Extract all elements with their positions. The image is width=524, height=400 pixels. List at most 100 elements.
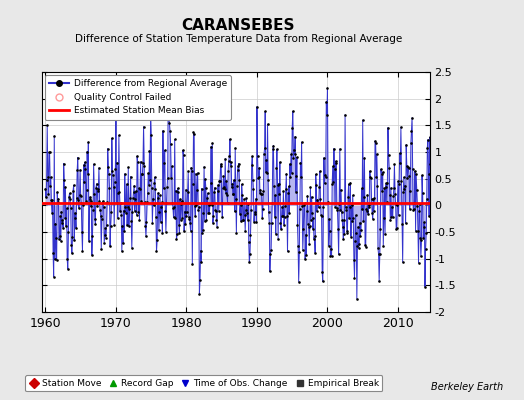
Point	[353, 296, 361, 302]
Point	[290, 151, 299, 157]
Point	[205, 210, 214, 216]
Point	[363, 192, 372, 198]
Point	[381, 184, 390, 190]
Point	[124, 204, 132, 210]
Point	[204, 202, 213, 208]
Point	[362, 206, 370, 212]
Point	[56, 233, 64, 239]
Point	[385, 152, 393, 158]
Point	[217, 161, 225, 167]
Point	[55, 235, 63, 242]
Point	[380, 215, 388, 222]
Point	[62, 223, 70, 230]
Point	[231, 145, 239, 151]
Legend: Difference from Regional Average, Quality Control Failed, Estimated Station Mean: Difference from Regional Average, Qualit…	[45, 75, 231, 120]
Point	[384, 124, 392, 131]
Point	[361, 155, 369, 161]
Point	[270, 214, 279, 220]
Point	[213, 224, 221, 230]
Point	[187, 227, 195, 234]
Point	[80, 179, 89, 186]
Point	[305, 222, 314, 229]
Point	[346, 204, 354, 210]
Point	[43, 122, 51, 128]
Point	[299, 226, 308, 232]
Point	[410, 200, 419, 206]
Point	[94, 188, 103, 194]
Point	[407, 128, 416, 134]
Point	[94, 185, 102, 192]
Point	[124, 164, 133, 171]
Point	[297, 174, 305, 180]
Point	[156, 218, 165, 225]
Point	[410, 206, 418, 212]
Point	[286, 174, 294, 180]
Point	[406, 188, 414, 194]
Point	[192, 202, 201, 208]
Point	[193, 170, 202, 176]
Point	[116, 208, 124, 214]
Point	[138, 170, 146, 177]
Point	[75, 205, 83, 211]
Point	[213, 188, 222, 194]
Point	[259, 188, 268, 194]
Point	[400, 174, 408, 181]
Point	[118, 223, 127, 229]
Point	[331, 204, 339, 210]
Point	[169, 214, 178, 221]
Point	[401, 183, 409, 189]
Point	[266, 268, 274, 274]
Point	[369, 196, 377, 202]
Point	[71, 210, 79, 216]
Point	[156, 192, 164, 199]
Point	[162, 200, 171, 206]
Point	[299, 247, 307, 254]
Point	[252, 196, 260, 202]
Point	[391, 201, 400, 207]
Point	[218, 214, 226, 220]
Point	[53, 198, 62, 205]
Point	[335, 201, 343, 207]
Point	[69, 188, 77, 194]
Point	[404, 164, 412, 171]
Point	[125, 223, 133, 230]
Point	[271, 192, 279, 198]
Point	[257, 190, 266, 197]
Point	[191, 213, 200, 219]
Point	[42, 177, 51, 184]
Point	[222, 178, 231, 184]
Point	[42, 194, 50, 201]
Point	[153, 237, 161, 244]
Point	[325, 216, 333, 222]
Point	[374, 245, 382, 252]
Point	[227, 184, 236, 191]
Text: Berkeley Earth: Berkeley Earth	[431, 382, 503, 392]
Point	[291, 133, 299, 140]
Point	[122, 181, 130, 187]
Point	[352, 230, 361, 236]
Point	[241, 228, 249, 234]
Point	[370, 194, 379, 201]
Point	[151, 186, 159, 192]
Point	[68, 250, 76, 256]
Point	[256, 190, 264, 196]
Point	[133, 212, 141, 218]
Point	[321, 172, 329, 178]
Point	[339, 224, 347, 230]
Point	[281, 203, 289, 209]
Point	[63, 266, 72, 272]
Point	[301, 232, 310, 238]
Point	[372, 140, 380, 146]
Point	[115, 132, 123, 138]
Point	[309, 215, 318, 222]
Point	[417, 237, 425, 243]
Point	[420, 224, 428, 230]
Point	[125, 206, 134, 212]
Point	[192, 170, 200, 177]
Point	[97, 215, 106, 222]
Point	[400, 186, 409, 192]
Point	[119, 207, 128, 214]
Point	[129, 188, 138, 195]
Point	[398, 221, 406, 227]
Point	[334, 251, 343, 258]
